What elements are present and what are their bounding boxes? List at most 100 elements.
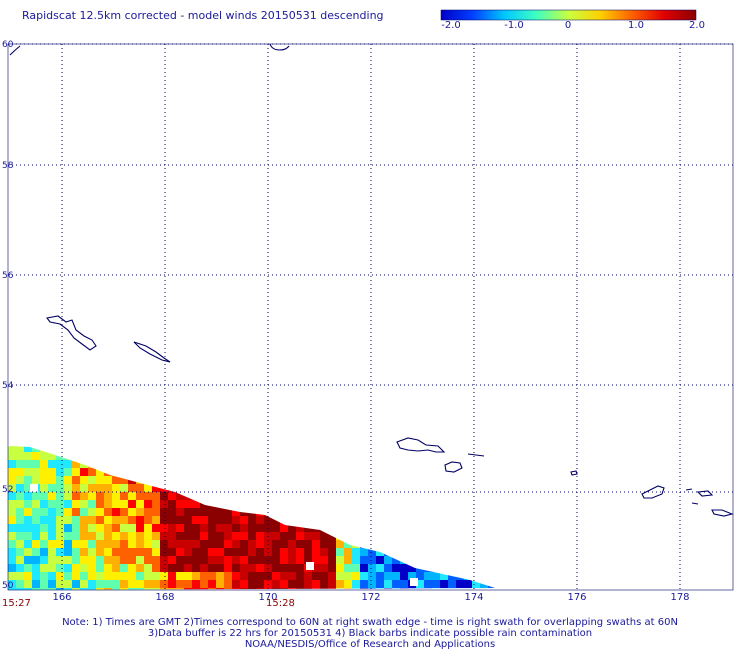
swath-cell (32, 548, 40, 556)
swath-cell (424, 532, 432, 540)
swath-cell (296, 476, 304, 484)
swath-cell (248, 500, 256, 508)
swath-cell (136, 452, 144, 460)
colorbar-label: 2.0 (689, 20, 705, 31)
swath-cell (48, 492, 56, 500)
swath-cell (312, 468, 320, 476)
swath-cell (328, 548, 336, 556)
swath-cell (288, 564, 296, 572)
swath-cell (208, 564, 216, 572)
swath-cell (232, 540, 240, 548)
swath-cell (152, 508, 160, 516)
swath-cell (472, 492, 480, 500)
swath-cell (72, 588, 80, 590)
swath-cell (440, 446, 448, 452)
swath-cell (24, 572, 32, 580)
swath-cell (360, 484, 368, 492)
swath-cell (352, 580, 360, 588)
swath-cell (336, 572, 344, 580)
swath-cell (400, 468, 408, 476)
swath-cell (248, 540, 256, 548)
swath-cell (80, 556, 88, 564)
swath-cell (280, 580, 288, 588)
swath-cell (408, 476, 416, 484)
swath-cell (296, 564, 304, 572)
swath-cell (56, 524, 64, 532)
swath-cell (192, 446, 200, 452)
swath-cell (104, 532, 112, 540)
swath-cell (232, 516, 240, 524)
swath-cell (104, 508, 112, 516)
swath-cell (240, 588, 248, 590)
swath-cell (48, 460, 56, 468)
swath-cell (456, 524, 464, 532)
swath-cell (208, 484, 216, 492)
swath-cell (368, 492, 376, 500)
swath-cell (400, 532, 408, 540)
swath-cell (80, 500, 88, 508)
swath-cell (24, 452, 32, 460)
swath-cell (432, 540, 440, 548)
swath-cell (336, 500, 344, 508)
swath-cell (72, 516, 80, 524)
swath-cell (176, 452, 184, 460)
swath-cell (96, 492, 104, 500)
swath-cell (368, 532, 376, 540)
swath-cell (112, 492, 120, 500)
swath-cell (384, 446, 392, 452)
swath-cell (400, 476, 408, 484)
swath-cell (280, 564, 288, 572)
swath-cell (448, 524, 456, 532)
swath-cell (384, 492, 392, 500)
swath-cell (360, 572, 368, 580)
swath-cell (336, 580, 344, 588)
swath-cell (40, 524, 48, 532)
swath-cell (352, 468, 360, 476)
swath-cell (208, 468, 216, 476)
swath-cell (432, 524, 440, 532)
swath-cell (176, 500, 184, 508)
swath-cell (144, 532, 152, 540)
swath-cell (392, 556, 400, 564)
swath-cell (56, 446, 64, 452)
swath-cell (368, 540, 376, 548)
swath-cell (176, 524, 184, 532)
swath-cell (456, 476, 464, 484)
swath-cell (192, 484, 200, 492)
swath-cell (136, 446, 144, 452)
swath-cell (16, 446, 24, 452)
swath-cell (64, 588, 72, 590)
swath-cell (432, 516, 440, 524)
swath-cell (488, 446, 495, 452)
swath-cell (160, 564, 168, 572)
swath-cell (184, 468, 192, 476)
swath-cell (240, 580, 248, 588)
swath-cell (328, 492, 336, 500)
swath-cell (88, 524, 96, 532)
swath-cell (48, 548, 56, 556)
swath-cell (64, 446, 72, 452)
swath-cell (296, 492, 304, 500)
swath-cell (200, 460, 208, 468)
swath-cell (320, 508, 328, 516)
swath-cell (24, 468, 32, 476)
swath-cell (312, 540, 320, 548)
swath-cell (416, 516, 424, 524)
swath-cell (104, 500, 112, 508)
swath-cell (472, 532, 480, 540)
swath-cell (488, 564, 495, 572)
swath-cell (120, 540, 128, 548)
swath-cell (288, 540, 296, 548)
swath-cell (392, 540, 400, 548)
swath-cell (80, 476, 88, 484)
swath-cell (304, 516, 312, 524)
swath-cell (160, 516, 168, 524)
swath-cell (408, 588, 416, 590)
swath-cell (160, 540, 168, 548)
swath-cell (416, 476, 424, 484)
swath-cell (136, 484, 144, 492)
swath-cell (128, 446, 136, 452)
swath-cell (472, 484, 480, 492)
swath-cell (448, 564, 456, 572)
swath-cell (304, 468, 312, 476)
